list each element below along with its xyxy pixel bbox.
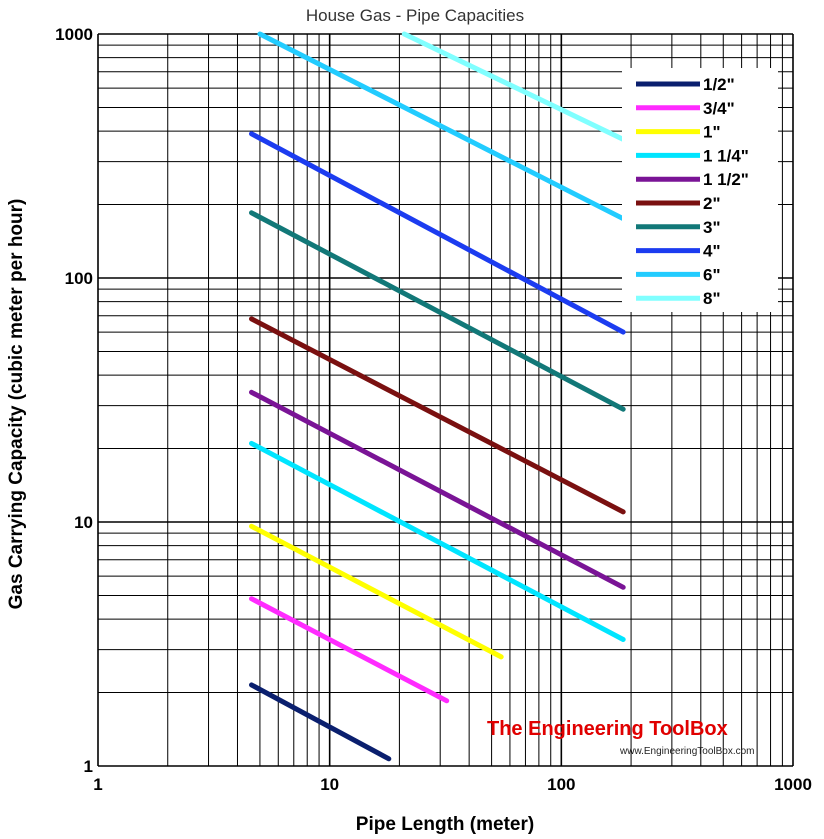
legend-label: 1 1/4"	[703, 146, 749, 165]
legend-label: 6"	[703, 265, 721, 284]
x-tick-label: 1	[93, 775, 102, 794]
x-tick-label: 10	[320, 775, 339, 794]
series-line-4	[249, 389, 626, 590]
watermark-url: www.EngineeringToolBox.com	[619, 746, 755, 757]
legend-label: 3/4"	[703, 99, 735, 118]
y-tick-labels: 1 10 100 1000	[55, 25, 93, 776]
series-line-3	[249, 440, 626, 642]
chart-title: House Gas - Pipe Capacities	[306, 6, 524, 25]
legend-label: 1/2"	[703, 75, 735, 94]
legend-label: 1 1/2"	[703, 170, 749, 189]
series-line-8	[257, 31, 626, 222]
series-line-6	[249, 210, 626, 412]
series-line-2	[249, 523, 504, 660]
series-lines	[249, 31, 626, 762]
x-tick-label: 100	[547, 775, 575, 794]
y-tick-label: 10	[74, 513, 93, 532]
x-tick-label: 1000	[774, 775, 812, 794]
watermark: The Engineering ToolBox www.EngineeringT…	[487, 718, 755, 757]
x-tick-labels: 1 10 100 1000	[93, 775, 812, 794]
series-line-1	[249, 596, 450, 704]
legend-label: 1"	[703, 123, 721, 142]
legend-label: 2"	[703, 194, 721, 213]
y-tick-label: 1000	[55, 25, 93, 44]
legend-label: 4"	[703, 242, 721, 261]
series-line-7	[249, 131, 626, 335]
y-axis-label: Gas Carrying Capacity (cubic meter per h…	[6, 199, 27, 610]
watermark-title: The Engineering ToolBox	[487, 718, 728, 740]
series-line-5	[249, 316, 626, 515]
y-tick-label: 100	[65, 269, 93, 288]
legend: 1/2" 3/4" 1" 1 1/4" 1 1/2" 2" 3" 4" 6" 8"	[622, 68, 778, 312]
series-line-0	[249, 682, 392, 762]
legend-label: 3"	[703, 218, 721, 237]
x-axis-label: Pipe Length (meter)	[356, 814, 534, 835]
y-tick-label: 1	[84, 757, 93, 776]
legend-label: 8"	[703, 289, 721, 308]
series-line-9	[401, 31, 626, 142]
